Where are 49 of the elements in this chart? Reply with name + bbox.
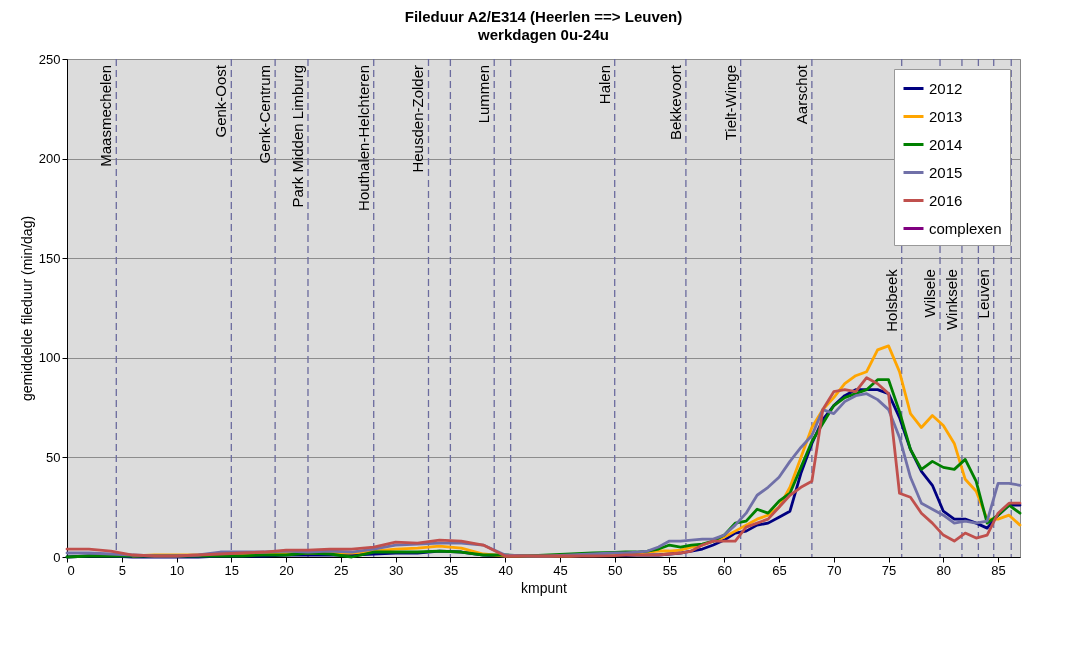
x-tick-label: 25 xyxy=(334,562,349,578)
y-axis-title: gemiddelde fileduur (min/dag) xyxy=(18,215,35,402)
x-tick-label: 35 xyxy=(443,562,459,578)
x-tick-label: 80 xyxy=(936,562,952,578)
x-tick-label: 5 xyxy=(118,562,126,578)
ref-line-label: Bekkevoort xyxy=(666,64,684,141)
x-tick-label: 45 xyxy=(553,562,568,578)
ref-line-label: Winksele xyxy=(942,269,960,331)
x-tick-label: 85 xyxy=(991,562,1006,578)
legend-label: 2014 xyxy=(929,135,963,153)
x-axis-title: kmpunt xyxy=(521,579,568,596)
ref-line-label: Lummen xyxy=(475,65,493,124)
x-tick-label: 10 xyxy=(169,562,185,578)
ref-line-label: Holsbeek xyxy=(882,268,900,332)
ref-line-label: Halen xyxy=(595,65,613,105)
ref-line-label: Leuven xyxy=(974,269,992,319)
ref-line-label: Wilsele xyxy=(921,269,939,318)
legend-label: 2015 xyxy=(929,163,963,181)
x-tick-label: 20 xyxy=(279,562,294,578)
x-tick-label: 75 xyxy=(881,562,897,578)
x-tick-label: 15 xyxy=(224,562,240,578)
x-tick-label: 30 xyxy=(388,562,404,578)
x-tick-label: 50 xyxy=(607,562,623,578)
chart-subtitle: werkdagen 0u-24u xyxy=(477,26,609,43)
x-tick-label: 70 xyxy=(827,562,842,578)
legend-label: 2013 xyxy=(929,107,963,125)
ref-line-label: Tielt-Winge xyxy=(721,65,739,141)
legend-label: 2012 xyxy=(929,79,963,97)
y-tick-label: 0 xyxy=(53,549,61,565)
y-tick-label: 100 xyxy=(38,350,61,366)
y-tick-label: 200 xyxy=(38,151,61,167)
x-tick-label: 60 xyxy=(717,562,732,578)
ref-line-label: Genk-Centrum xyxy=(256,65,274,164)
ref-line-label: Heusden-Zolder xyxy=(409,65,427,173)
x-tick-label: 55 xyxy=(662,562,678,578)
x-tick-label: 0 xyxy=(67,562,75,578)
ref-line-label: Park Midden Limburg xyxy=(288,65,306,208)
ref-line-label: Maasmechelen xyxy=(97,65,115,167)
y-tick-label: 250 xyxy=(38,51,61,67)
y-tick-label: 150 xyxy=(38,250,61,266)
x-tick-label: 40 xyxy=(498,562,513,578)
ref-line-label: Houthalen-Helchteren xyxy=(354,65,372,211)
legend-label: complexen xyxy=(929,219,1002,237)
x-tick-label: 65 xyxy=(772,562,787,578)
legend-label: 2016 xyxy=(929,191,963,209)
ref-line-label: Genk-Oost xyxy=(212,64,230,138)
y-tick-label: 50 xyxy=(46,449,61,465)
ref-line-label: Aarschot xyxy=(792,64,810,125)
chart-title: Fileduur A2/E314 (Heerlen ==> Leuven) xyxy=(404,8,683,25)
